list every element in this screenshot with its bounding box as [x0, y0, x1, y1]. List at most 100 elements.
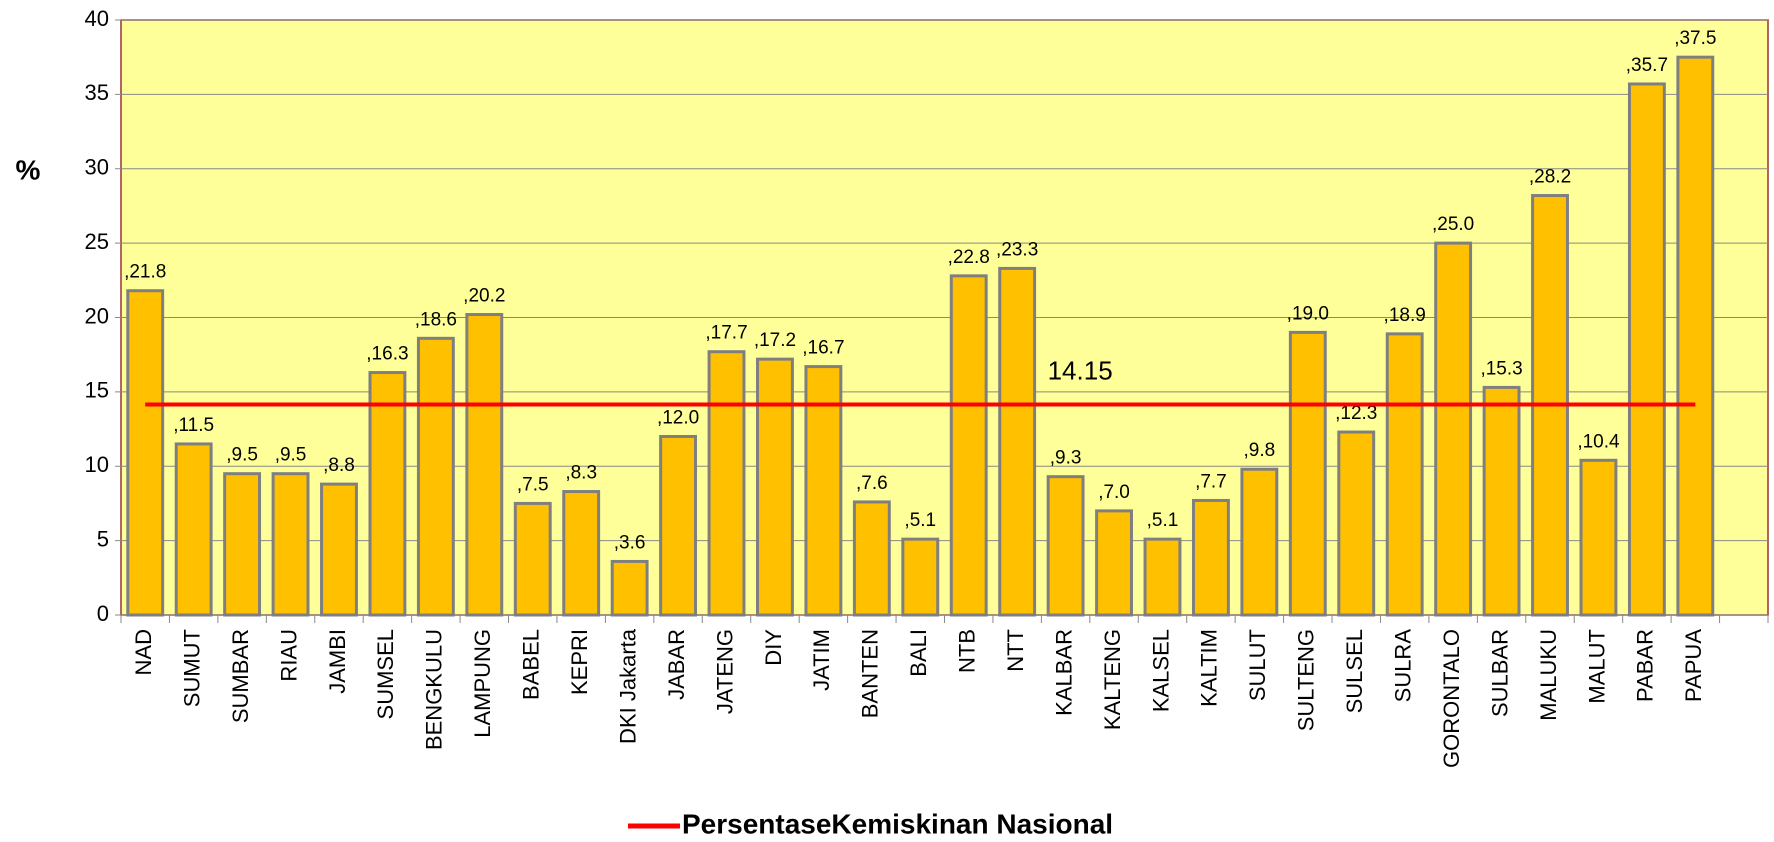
bar — [126, 289, 165, 617]
bar — [998, 266, 1037, 617]
y-tick-label: 40 — [85, 6, 109, 31]
value-label: ,16.7 — [802, 338, 844, 359]
x-tick-label: PABAR — [1633, 629, 1658, 702]
bar — [320, 482, 358, 617]
value-label: ,12.3 — [1335, 403, 1377, 424]
x-tick-label: KEPRI — [567, 629, 592, 695]
x-tick-label: KALSEL — [1148, 629, 1173, 712]
bar — [901, 537, 940, 617]
x-tick-label: MALUT — [1584, 629, 1609, 704]
x-tick-label: SULRA — [1391, 629, 1416, 703]
value-label: ,7.7 — [1195, 471, 1227, 492]
legend-label: PersentaseKemiskinan Nasional — [682, 808, 1113, 839]
x-tick-label: SULBAR — [1487, 629, 1512, 717]
bar — [1095, 509, 1133, 617]
value-label: ,17.2 — [754, 330, 796, 351]
x-tick-label: GORONTALO — [1439, 629, 1464, 768]
value-label: ,18.9 — [1384, 305, 1426, 326]
x-tick-label: JATIM — [809, 629, 834, 691]
value-label: ,21.8 — [124, 262, 166, 283]
bar — [223, 472, 262, 617]
bar — [1676, 55, 1715, 617]
y-tick-label: 35 — [85, 80, 109, 105]
bar — [707, 350, 746, 617]
bar — [949, 274, 988, 617]
bar — [659, 435, 698, 617]
value-label: ,17.7 — [705, 323, 747, 344]
value-label: ,37.5 — [1674, 28, 1716, 49]
value-label: ,35.7 — [1626, 55, 1668, 76]
x-tick-label: LAMPUNG — [470, 629, 495, 738]
bar — [1337, 430, 1376, 617]
value-label: ,22.8 — [948, 247, 990, 268]
x-tick-label: BENGKULU — [422, 629, 447, 750]
x-tick-label: NTB — [955, 629, 980, 673]
bar — [756, 357, 794, 617]
value-label: ,7.0 — [1098, 482, 1130, 503]
bar — [852, 500, 891, 617]
value-label: ,16.3 — [366, 344, 408, 365]
value-label: ,18.6 — [415, 309, 457, 330]
value-label: ,9.5 — [275, 445, 307, 466]
x-tick-label: PAPUA — [1681, 629, 1706, 702]
value-label: ,8.3 — [565, 463, 597, 484]
bar — [1143, 537, 1182, 617]
bar — [513, 501, 552, 617]
bar — [416, 336, 455, 617]
value-label: ,15.3 — [1480, 358, 1522, 379]
x-tick-label: BABEL — [519, 629, 544, 700]
y-axis-label: % — [16, 154, 41, 185]
bar — [1046, 475, 1085, 617]
x-tick-label: DIY — [761, 629, 786, 666]
x-tick-label: BALI — [906, 629, 931, 677]
y-tick-label: 20 — [85, 303, 109, 328]
value-label: ,7.5 — [517, 474, 549, 495]
bar — [1579, 458, 1618, 617]
y-tick-label: 0 — [97, 601, 109, 626]
bar — [562, 490, 601, 617]
x-tick-label: SUMBAR — [228, 629, 253, 723]
value-label: ,9.5 — [226, 445, 258, 466]
value-label: ,9.3 — [1050, 448, 1082, 469]
value-label: ,20.2 — [463, 286, 505, 307]
x-tick-label: KALTENG — [1100, 629, 1125, 730]
bar — [174, 442, 213, 617]
value-label: ,12.0 — [657, 408, 699, 429]
bar — [804, 365, 843, 617]
bar — [1434, 241, 1473, 617]
bar — [1288, 330, 1327, 617]
value-label: ,9.8 — [1244, 440, 1276, 461]
y-tick-label: 15 — [85, 378, 109, 403]
bar — [610, 559, 649, 617]
value-label: ,10.4 — [1577, 431, 1620, 452]
x-tick-label: DKI Jakarta — [615, 628, 640, 744]
x-tick-label: SUMUT — [179, 629, 204, 707]
x-tick-label: JABAR — [664, 629, 689, 700]
value-label: ,11.5 — [173, 415, 214, 436]
value-label: ,28.2 — [1529, 167, 1571, 188]
value-label: ,19.0 — [1287, 303, 1329, 324]
x-tick-label: MALUKU — [1536, 629, 1561, 721]
x-tick-label: RIAU — [276, 629, 301, 682]
x-tick-label: JATENG — [712, 629, 737, 714]
y-tick-label: 5 — [97, 526, 109, 551]
bar — [1191, 498, 1230, 617]
x-tick-label: KALBAR — [1051, 629, 1076, 716]
y-tick-label: 25 — [85, 229, 109, 254]
x-tick-label: SULTENG — [1294, 629, 1319, 731]
x-tick-label: SULSEL — [1342, 629, 1367, 713]
bar — [1627, 82, 1666, 617]
x-tick-label: KALTIM — [1197, 629, 1222, 707]
value-label: ,5.1 — [1147, 510, 1179, 531]
value-label: ,23.3 — [996, 239, 1038, 260]
x-tick-label: JAMBI — [325, 629, 350, 694]
bar — [1240, 467, 1279, 617]
bar — [465, 313, 504, 617]
value-label: ,3.6 — [614, 532, 646, 553]
bar — [271, 472, 310, 617]
bar — [1482, 385, 1521, 617]
y-tick-label: 10 — [85, 452, 109, 477]
value-label: ,25.0 — [1432, 214, 1474, 235]
